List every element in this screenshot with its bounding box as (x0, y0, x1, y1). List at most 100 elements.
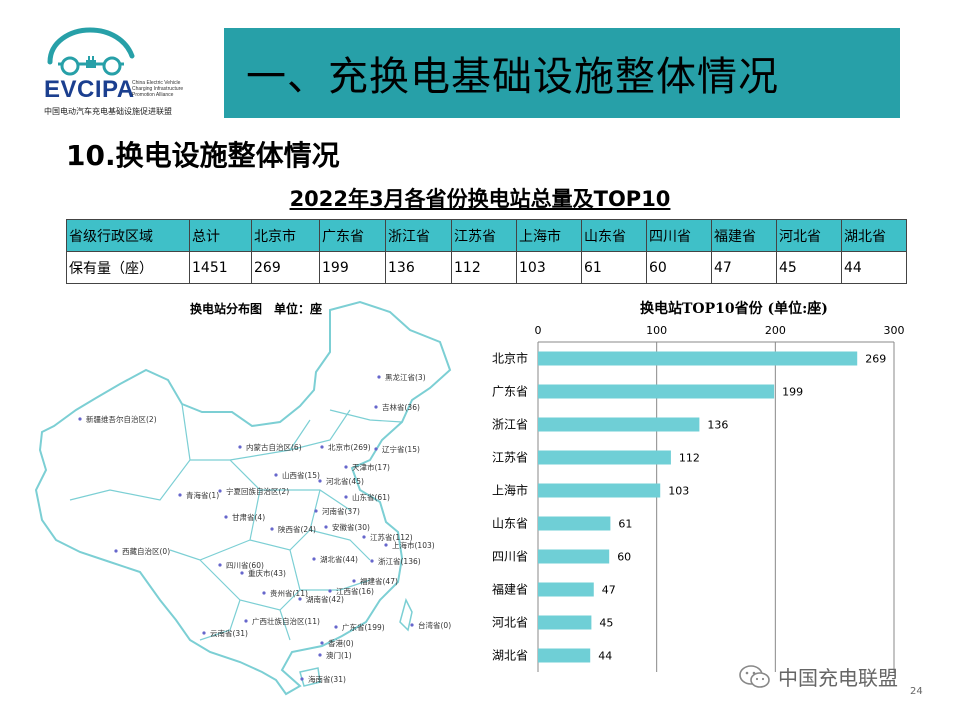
map-label: 青海省(1) (186, 490, 219, 500)
map-marker (374, 447, 378, 451)
map-marker (328, 589, 332, 593)
map-label: 澳门(1) (326, 650, 352, 660)
map-marker (344, 495, 348, 499)
map-label: 重庆市(43) (248, 568, 286, 578)
map-label: 北京市(269) (328, 442, 371, 452)
map-label: 新疆维吾尔自治区(2) (86, 414, 157, 424)
station-summary-table: 省级行政区域 总计 北京市 广东省 浙江省 江苏省 上海市 山东省 四川省 福建… (66, 219, 907, 284)
x-tick-label: 100 (646, 324, 667, 337)
table-cell: 112 (451, 251, 517, 284)
table-cell: 136 (385, 251, 452, 284)
map-marker (410, 623, 414, 627)
map-marker (300, 677, 304, 681)
category-label: 广东省 (492, 385, 528, 399)
logo-abbreviation: EVCIPA (44, 76, 135, 103)
table-header-cell: 浙江省 (385, 219, 452, 252)
table-cell: 44 (841, 251, 907, 284)
map-marker (320, 641, 324, 645)
table-cell: 60 (646, 251, 712, 284)
data-label: 61 (618, 518, 632, 531)
map-label: 吉林省(36) (382, 402, 420, 412)
map-marker (244, 619, 248, 623)
map-label: 云南省(31) (210, 628, 248, 638)
bar (538, 384, 775, 399)
map-marker (314, 509, 318, 513)
data-label: 112 (679, 452, 700, 465)
china-distribution-map: 黑龙江省(3) 吉林省(36) 新疆维吾尔自治区(2) 内蒙古自治区(6) 北京市(26… (34, 300, 452, 696)
data-label: 60 (617, 551, 631, 564)
map-label: 河南省(37) (322, 506, 360, 516)
x-tick-label: 0 (535, 324, 542, 337)
page-number: 24 (910, 686, 923, 697)
map-label: 浙江省(136) (378, 556, 421, 566)
map-label: 广西壮族自治区(11) (252, 616, 320, 626)
table-cell: 1451 (189, 251, 252, 284)
map-label: 海南省(31) (308, 674, 346, 684)
map-marker (298, 597, 302, 601)
table-cell: 45 (776, 251, 842, 284)
category-label: 河北省 (492, 616, 528, 630)
map-marker (352, 579, 356, 583)
map-marker (334, 625, 338, 629)
table-header-cell: 河北省 (776, 219, 842, 252)
top10-bar-chart: 0 100 200 300 北京市 269 广东省 199 浙江省 136 江苏省 112 上海市 103… (492, 324, 905, 672)
map-marker (312, 557, 316, 561)
map-marker (377, 375, 381, 379)
map-marker (238, 445, 242, 449)
bar (538, 549, 610, 564)
map-marker (384, 543, 388, 547)
map-marker (202, 631, 206, 635)
map-marker (370, 559, 374, 563)
data-label: 103 (668, 485, 689, 498)
map-label: 上海市(103) (392, 540, 435, 550)
map-label: 河北省(45) (326, 476, 364, 486)
category-label: 福建省 (492, 582, 528, 597)
category-label: 四川省 (492, 550, 528, 564)
category-label: 山东省 (492, 517, 528, 531)
map-marker (240, 571, 244, 575)
table-header-cell: 广东省 (319, 219, 386, 252)
map-marker (224, 515, 228, 519)
map-marker (218, 563, 222, 567)
data-label: 44 (598, 650, 612, 663)
section-title: 一、充换电基础设施整体情况 (246, 54, 779, 100)
china-outline (34, 300, 452, 696)
map-label: 甘肃省(4) (232, 512, 265, 522)
map-label: 山西省(15) (282, 470, 320, 480)
map-label: 湖南省(42) (306, 594, 344, 604)
table-cell: 保有量（座） (66, 251, 190, 284)
table-header-cell: 湖北省 (841, 219, 907, 252)
table-header-cell: 四川省 (646, 219, 712, 252)
x-tick-label: 200 (765, 324, 786, 337)
map-label: 广东省(199) (342, 622, 385, 632)
table-cell: 47 (711, 251, 777, 284)
map-label: 福建省(47) (360, 576, 398, 586)
map-marker (270, 527, 274, 531)
table-header-cell: 省级行政区域 (66, 219, 190, 252)
bar (538, 615, 592, 630)
category-label: 江苏省 (492, 451, 528, 465)
map-label: 安徽省(30) (332, 522, 370, 532)
map-label: 台湾省(0) (418, 620, 451, 630)
map-marker (374, 405, 378, 409)
data-label: 199 (782, 386, 803, 399)
watermark-text: 中国充电联盟 (778, 666, 898, 690)
map-label: 江西省(16) (336, 586, 374, 596)
bar (538, 351, 858, 366)
data-label: 45 (599, 617, 613, 630)
category-label: 上海市 (492, 483, 528, 498)
table-row: 保有量（座） 1451 269 199 136 112 103 61 60 47… (66, 251, 907, 284)
map-label: 贵州省(11) (270, 588, 308, 598)
map-label: 四川省(60) (226, 560, 264, 570)
logo-chinese-name: 中国电动汽车充电基础设施促进联盟 (44, 107, 172, 116)
table-title: 2022年3月各省份换电站总量及TOP10 (289, 187, 671, 211)
x-tick-label: 300 (884, 324, 905, 337)
map-marker (318, 653, 322, 657)
evcipa-logo: EVCIPA China Electric Vehicle Charging I… (40, 22, 200, 122)
logo-english-name: China Electric Vehicle Charging Infrastr… (132, 80, 184, 98)
bar (538, 450, 671, 465)
table-header-row: 省级行政区域 总计 北京市 广东省 浙江省 江苏省 上海市 山东省 四川省 福建… (66, 219, 907, 252)
map-marker (318, 479, 322, 483)
table-cell: 269 (251, 251, 320, 284)
wechat-icon (739, 664, 770, 688)
